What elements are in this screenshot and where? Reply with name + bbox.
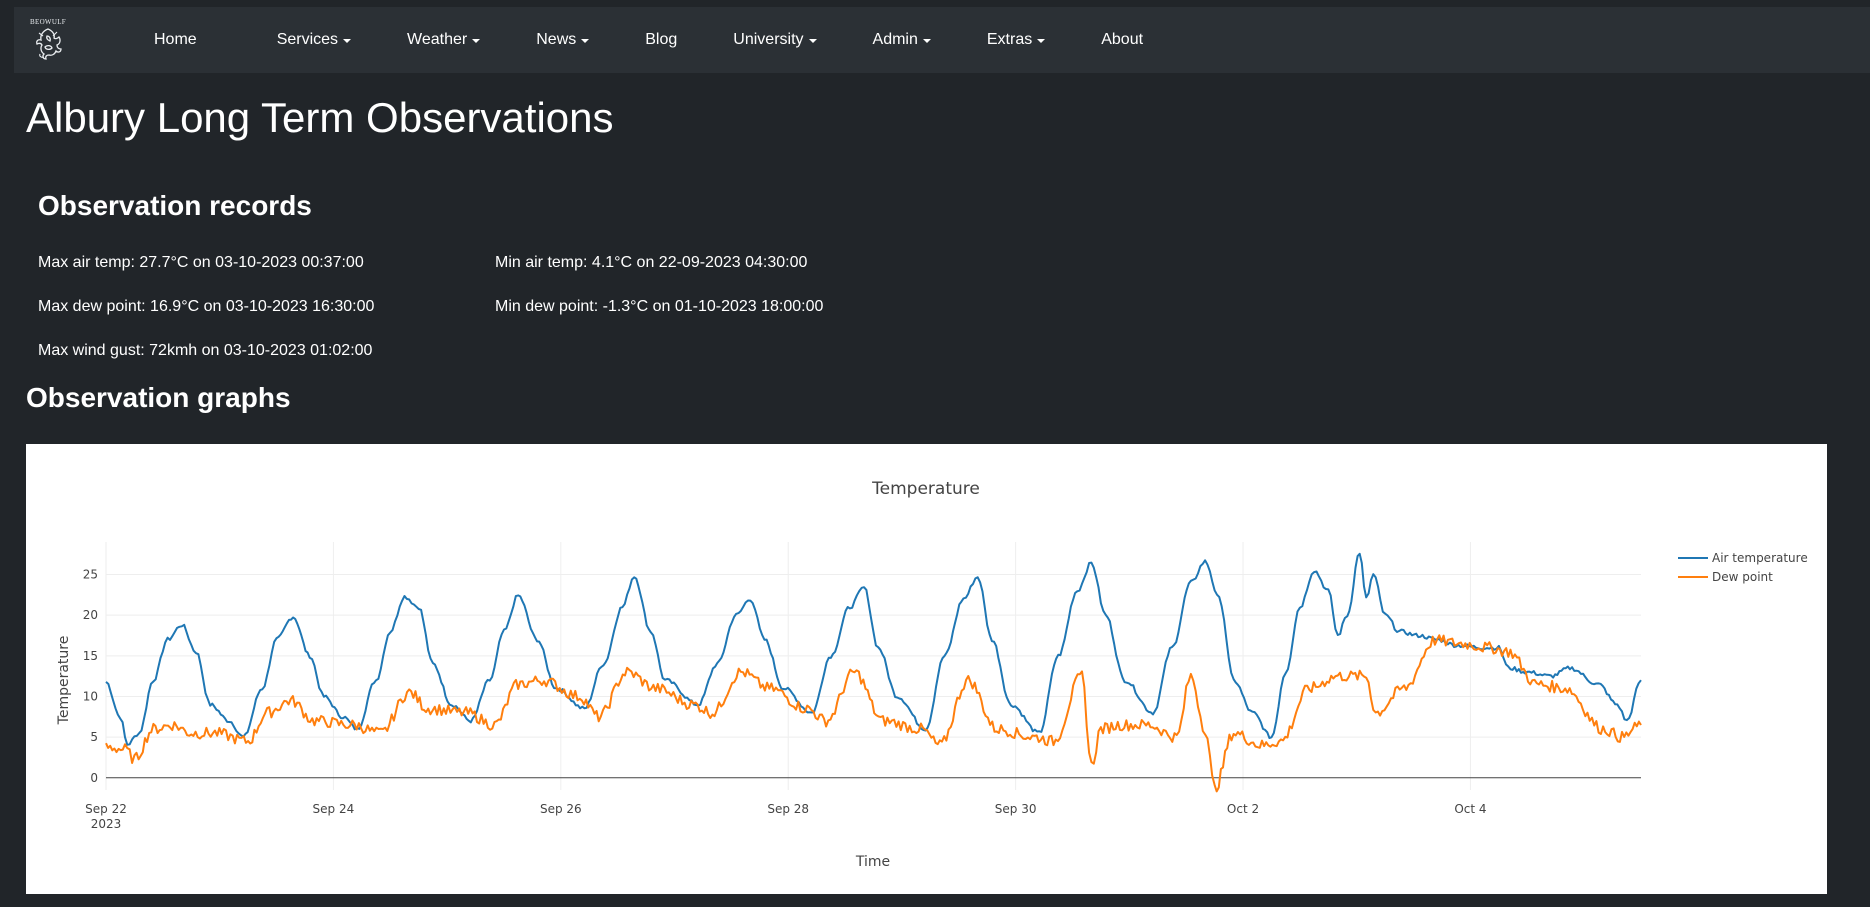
- nav-blog[interactable]: Blog: [645, 31, 677, 49]
- record-max-air-temp: Max air temp: 27.7°C on 03-10-2023 00:37…: [38, 254, 364, 271]
- nav-weather[interactable]: Weather: [407, 31, 481, 49]
- series-line-dew-point: [105, 634, 1642, 793]
- caret-down-icon: [922, 38, 931, 43]
- temperature-chart[interactable]: Sep 22 2023 Sep 24 Sep 26 Sep 28 Sep 30 Oct 2 O…: [26, 444, 1827, 894]
- series-line-air-temperature: [105, 552, 1642, 746]
- navbar: BEOWULF Home Services Weather News Blog …: [14, 7, 1870, 73]
- nav-services-label: Services: [276, 31, 339, 48]
- x-tick-label: Oct 2: [1227, 802, 1259, 816]
- nav-about[interactable]: About: [1101, 31, 1143, 49]
- nav-weather-label: Weather: [407, 31, 468, 48]
- record-min-air-temp: Min air temp: 4.1°C on 22-09-2023 04:30:…: [495, 254, 808, 271]
- caret-down-icon: [808, 38, 817, 43]
- nav-extras-label: Extras: [986, 31, 1033, 48]
- chart-grid: [105, 542, 1641, 790]
- caret-down-icon: [343, 38, 352, 43]
- y-tick-label: 25: [83, 568, 98, 582]
- legend-label: Dew point: [1712, 570, 1773, 584]
- nav-news[interactable]: News: [536, 31, 590, 49]
- y-tick-label: 0: [90, 771, 98, 785]
- caret-down-icon: [581, 38, 590, 43]
- nav-admin-label: Admin: [872, 31, 918, 48]
- nav-home[interactable]: Home: [154, 31, 197, 49]
- nav-news-label: News: [536, 31, 577, 48]
- x-tick-label: Sep 24: [313, 802, 355, 816]
- y-tick-label: 10: [83, 689, 98, 703]
- x-tick-sublabel: 2023: [91, 817, 122, 831]
- nav-extras[interactable]: Extras: [986, 31, 1046, 49]
- caret-down-icon: [1037, 38, 1046, 43]
- records-heading: Observation records: [38, 190, 312, 221]
- chart-legend[interactable]: Air temperature Dew point: [1678, 551, 1808, 584]
- y-tick-label: 20: [83, 608, 98, 622]
- nav-home-label: Home: [154, 31, 197, 48]
- y-axis-title: Temperature: [56, 636, 72, 726]
- brand-name: BEOWULF: [30, 18, 66, 26]
- record-max-wind-gust: Max wind gust: 72kmh on 03-10-2023 01:02…: [38, 342, 373, 359]
- nav-list: Home Services Weather News Blog Universi…: [102, 31, 1143, 49]
- y-tick-label: 15: [83, 649, 98, 663]
- nav-about-label: About: [1101, 31, 1144, 48]
- nav-blog-label: Blog: [645, 31, 678, 48]
- x-tick-label: Sep 26: [540, 802, 582, 816]
- nav-admin[interactable]: Admin: [873, 31, 931, 49]
- caret-down-icon: [472, 38, 481, 43]
- chart-series: [105, 552, 1642, 793]
- chart-title: Temperature: [871, 479, 980, 499]
- x-axis-title: Time: [855, 854, 890, 870]
- brand-logo[interactable]: BEOWULF: [26, 14, 70, 66]
- x-tick-label: Sep 22: [85, 802, 127, 816]
- x-tick-label: Sep 28: [767, 802, 809, 816]
- legend-label: Air temperature: [1712, 551, 1808, 565]
- nav-university-label: University: [733, 31, 804, 48]
- record-max-dew-point: Max dew point: 16.9°C on 03-10-2023 16:3…: [38, 298, 375, 315]
- y-tick-label: 5: [90, 730, 98, 744]
- nav-university[interactable]: University: [733, 31, 817, 49]
- x-tick-label: Oct 4: [1454, 802, 1486, 816]
- dragon-icon: [36, 28, 62, 60]
- x-tick-label: Sep 30: [995, 802, 1037, 816]
- graphs-heading: Observation graphs: [26, 382, 291, 413]
- page-title: Albury Long Term Observations: [26, 94, 614, 141]
- record-min-dew-point: Min dew point: -1.3°C on 01-10-2023 18:0…: [495, 298, 824, 315]
- nav-services[interactable]: Services: [276, 31, 352, 49]
